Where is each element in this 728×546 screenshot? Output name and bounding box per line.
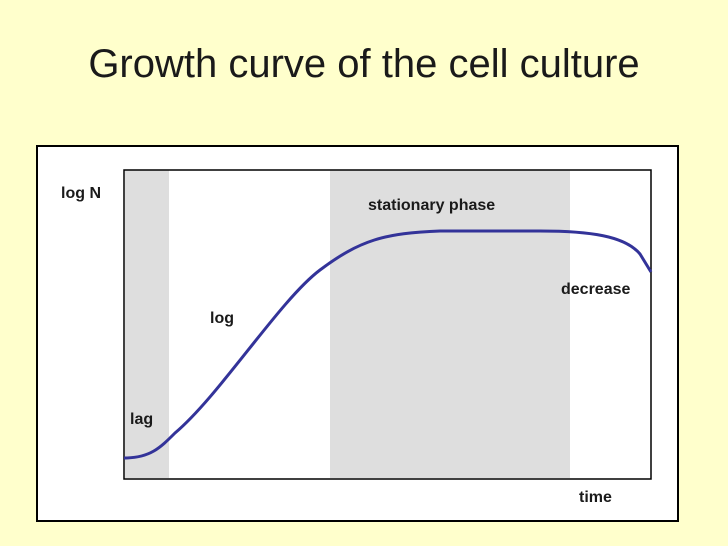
lag-phase-label: lag bbox=[130, 411, 153, 428]
growth-curve-line bbox=[123, 229, 653, 460]
lag-phase-region bbox=[125, 170, 169, 478]
plot-area-border bbox=[123, 169, 652, 480]
slide-title: Growth curve of the cell culture bbox=[88, 42, 640, 86]
decrease-phase-label: decrease bbox=[561, 281, 630, 298]
x-axis-label: time bbox=[579, 489, 612, 506]
stationary-phase-label: stationary phase bbox=[368, 197, 495, 214]
log-phase-label: log bbox=[210, 310, 234, 327]
y-axis-label: log N bbox=[61, 185, 101, 202]
stationary-phase-region bbox=[330, 170, 570, 478]
